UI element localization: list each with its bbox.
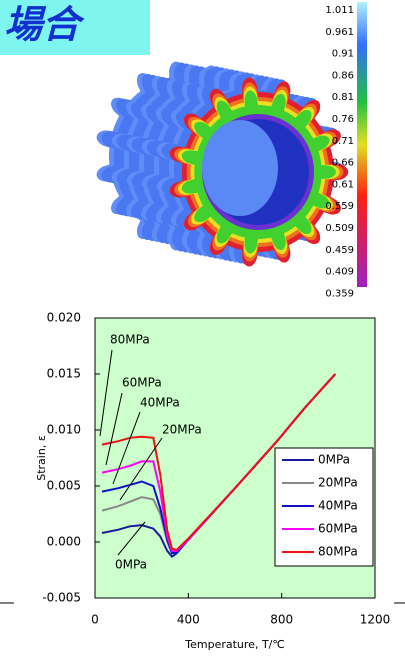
colorbar-label: 0.81	[332, 92, 354, 103]
colorbar	[357, 2, 367, 287]
colorbar-label: 0.409	[325, 267, 354, 278]
annotation-arrow	[105, 392, 123, 466]
x-tick-label: 400	[177, 613, 200, 627]
colorbar-label: 0.509	[325, 223, 354, 234]
y-axis-label: Strain, ε	[35, 435, 48, 481]
gear-image	[96, 61, 349, 267]
annotation-arrow	[112, 411, 141, 485]
annotation-arrow	[117, 521, 146, 556]
header-box	[0, 0, 150, 55]
colorbar-label: 0.66	[332, 158, 354, 169]
legend-label: 60MPa	[318, 522, 358, 536]
series-line	[101, 373, 337, 551]
colorbar-labels: 1.011 0.961 0.91 0.86 0.81 0.76 0.71 0.66 0.61 0.…	[325, 5, 354, 299]
legend-label: 80MPa	[318, 545, 358, 559]
colorbar-label: 0.359	[325, 288, 354, 299]
y-tick-label: 0.015	[47, 367, 81, 381]
colorbar-label: 0.459	[325, 245, 354, 256]
colorbar-label: 0.61	[332, 179, 354, 190]
legend-label: 0MPa	[318, 453, 350, 467]
colorbar-label: 0.71	[332, 136, 354, 147]
annotation: 40MPa	[140, 396, 180, 410]
annotation: 0MPa	[115, 558, 147, 572]
legend-label: 40MPa	[318, 499, 358, 513]
colorbar-label: 1.011	[325, 5, 354, 16]
annotation: 60MPa	[122, 376, 162, 390]
colorbar-label: 0.961	[325, 27, 354, 38]
x-tick-label: 1200	[360, 613, 391, 627]
chart: -0.005 0.000 0.005 0.010 0.015 0.020 0 400 800 12…	[35, 311, 390, 652]
colorbar-label: 0.76	[332, 114, 354, 125]
annotation: 80MPa	[110, 333, 150, 347]
annotation-arrow	[119, 437, 163, 501]
colorbar-label: 0.91	[332, 49, 354, 60]
y-tick-label: 0.000	[47, 535, 81, 549]
y-tick-label: -0.005	[42, 591, 81, 605]
y-tick-label: 0.020	[47, 311, 81, 325]
y-tick-label: 0.010	[47, 423, 81, 437]
gear-bore	[202, 120, 278, 216]
x-tick-label: 0	[91, 613, 99, 627]
header-title: 場合	[4, 3, 85, 47]
annotation: 20MPa	[162, 423, 202, 437]
y-tick-label: 0.005	[47, 479, 81, 493]
annotation-arrow	[99, 349, 113, 437]
legend-label: 20MPa	[318, 476, 358, 490]
x-axis-label: Temperature, T/℃	[184, 638, 284, 651]
x-tick-label: 800	[270, 613, 293, 627]
colorbar-label: 0.559	[325, 201, 354, 212]
colorbar-label: 0.86	[332, 70, 354, 81]
